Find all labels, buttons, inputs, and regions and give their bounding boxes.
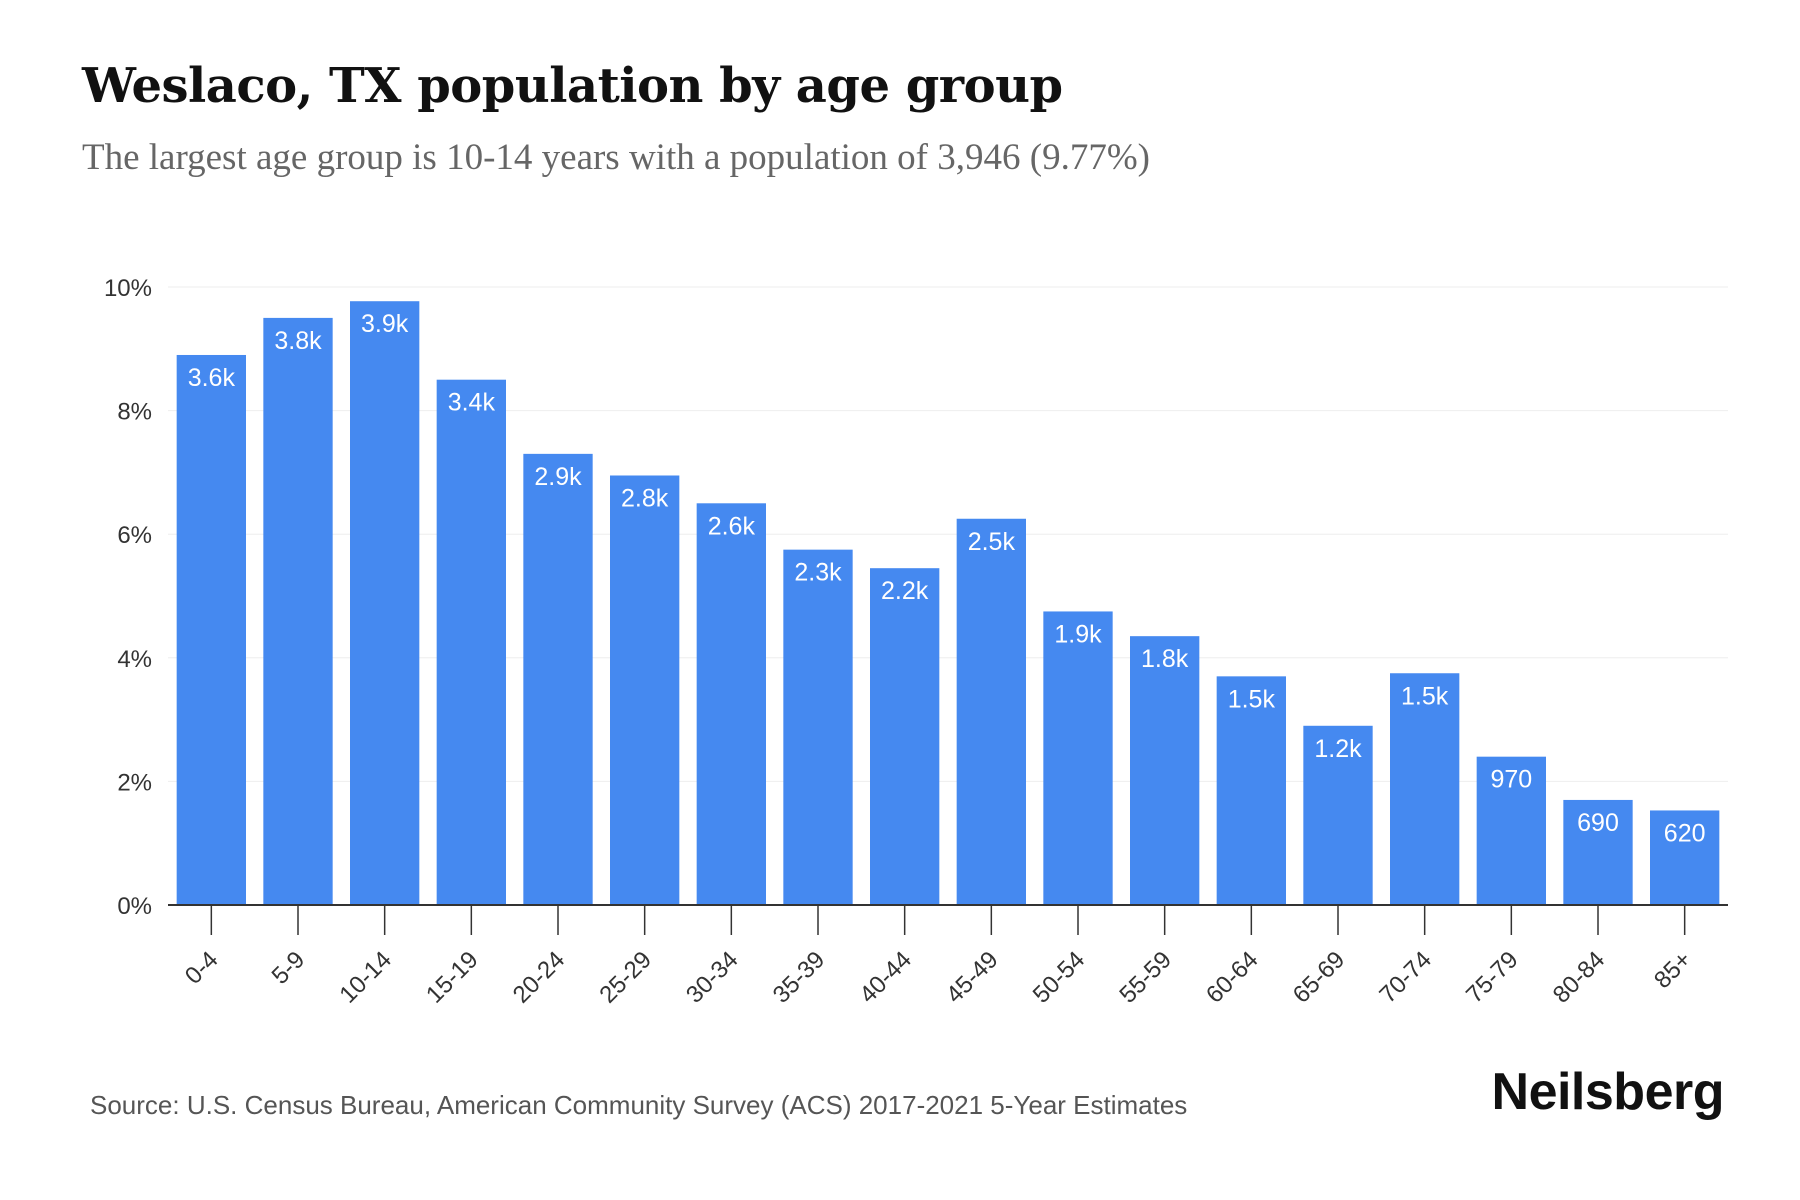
bar-data-label: 620 xyxy=(1664,819,1706,847)
bar-data-label: 2.6k xyxy=(708,512,756,540)
bar xyxy=(610,475,680,905)
y-tick-label: 6% xyxy=(117,522,152,549)
x-tick-label: 10-14 xyxy=(334,946,397,1009)
bar xyxy=(1390,673,1460,905)
y-tick-label: 0% xyxy=(117,893,152,920)
x-tick-label: 70-74 xyxy=(1374,946,1437,1009)
y-tick-label: 4% xyxy=(117,646,152,673)
bar-chart: 0% 2% 4% 6% 8% 10% 3.6k 0-4 3.8k 5-9 3.9k 10-14 3.4k… xyxy=(104,275,1728,1009)
x-tick-label: 65-69 xyxy=(1288,946,1351,1009)
bar-data-label: 3.9k xyxy=(361,310,409,338)
bar xyxy=(350,301,420,905)
x-tick-label: 5-9 xyxy=(267,946,311,990)
x-tick-label: 75-79 xyxy=(1461,946,1524,1009)
chart-subtitle: The largest age group is 10-14 years wit… xyxy=(82,137,1150,178)
bar xyxy=(1650,810,1720,905)
bar-data-label: 3.8k xyxy=(274,327,322,355)
x-tick-label: 0-4 xyxy=(180,946,224,990)
bar xyxy=(870,568,940,905)
bar-data-label: 1.5k xyxy=(1228,685,1276,713)
x-tick-label: 45-49 xyxy=(941,946,1004,1009)
bar-data-label: 2.8k xyxy=(621,484,669,512)
bar-data-label: 2.5k xyxy=(968,528,1016,556)
bar-data-label: 1.5k xyxy=(1401,682,1449,710)
bar-data-label: 1.2k xyxy=(1314,735,1362,763)
bar xyxy=(1216,676,1286,905)
x-tick-label: 55-59 xyxy=(1114,946,1177,1009)
bar xyxy=(523,453,593,905)
x-tick-label: 80-84 xyxy=(1548,946,1611,1009)
x-tick-label: 85+ xyxy=(1649,946,1697,994)
bar-data-label: 1.9k xyxy=(1054,620,1102,648)
bar-data-label: 970 xyxy=(1490,766,1532,794)
x-tick-label: 50-54 xyxy=(1028,946,1091,1009)
bar xyxy=(956,518,1026,905)
bar-data-label: 3.6k xyxy=(188,364,236,392)
bar xyxy=(1476,756,1546,905)
bar-data-label: 2.3k xyxy=(794,559,842,587)
x-tick-label: 20-24 xyxy=(508,946,571,1009)
bar xyxy=(696,503,766,905)
x-tick-label: 35-39 xyxy=(768,946,831,1009)
bar xyxy=(1043,611,1113,905)
chart-title: Weslaco, TX population by age group xyxy=(82,58,1063,114)
bar xyxy=(176,354,246,906)
x-tick-label: 15-19 xyxy=(421,946,484,1009)
bar-data-label: 690 xyxy=(1577,809,1619,837)
bar xyxy=(1130,636,1200,905)
bar-data-label: 2.2k xyxy=(881,577,929,605)
bar xyxy=(1563,799,1633,905)
bar xyxy=(263,317,333,905)
bar-data-label: 1.8k xyxy=(1141,645,1189,673)
source-note: Source: U.S. Census Bureau, American Com… xyxy=(90,1090,1188,1120)
bar xyxy=(436,379,506,905)
neilsberg-logo: Neilsberg xyxy=(1491,1063,1725,1121)
x-tick-label: 40-44 xyxy=(854,946,917,1009)
bar xyxy=(783,549,853,905)
y-tick-label: 2% xyxy=(117,769,152,796)
bar xyxy=(1303,725,1373,905)
x-tick-label: 60-64 xyxy=(1201,946,1264,1009)
x-tick-label: 25-29 xyxy=(594,946,657,1009)
bar-data-label: 3.4k xyxy=(448,389,496,417)
y-tick-label: 10% xyxy=(104,275,152,302)
y-tick-label: 8% xyxy=(117,399,152,426)
bar-data-label: 2.9k xyxy=(534,463,582,491)
x-tick-label: 30-34 xyxy=(681,946,744,1009)
